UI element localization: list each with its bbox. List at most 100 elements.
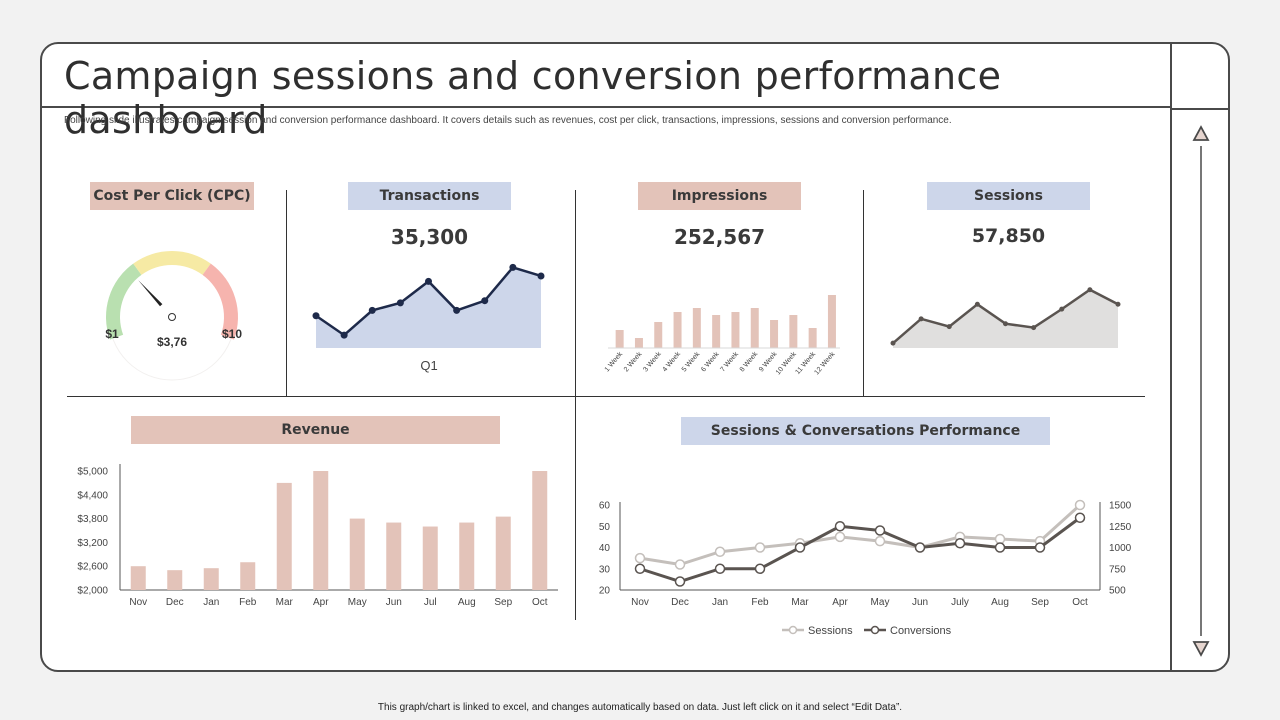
performance-point <box>914 542 926 553</box>
impressions-tick-label: 7 Week <box>719 350 740 373</box>
performance-point <box>754 563 766 574</box>
performance-y-right-tick: 1500 <box>1109 501 1132 512</box>
transactions-point <box>537 272 545 280</box>
transactions-point <box>425 277 432 285</box>
impressions-tick-label: 12 Week <box>813 350 836 376</box>
impressions-tick-label: 2 Week <box>623 350 644 373</box>
impressions-bar <box>770 320 779 348</box>
transactions-point <box>312 312 320 320</box>
impressions-bar <box>712 315 721 348</box>
impressions-tick-label: 3 Week <box>642 350 663 373</box>
transactions-point <box>453 306 461 314</box>
page-title: Campaign sessions and conversion perform… <box>64 54 1002 142</box>
performance-point <box>1034 542 1046 553</box>
revenue-bar <box>422 526 438 590</box>
gauge-segment-high <box>202 263 238 340</box>
sessions-area <box>893 289 1118 348</box>
impressions-bar <box>808 328 817 348</box>
performance-x-tick: Feb <box>751 597 769 608</box>
sessions-point <box>1003 321 1008 327</box>
scroll-down-icon[interactable] <box>1192 641 1210 657</box>
revenue-y-tick: $4,400 <box>77 490 108 501</box>
performance-y-left-tick: 60 <box>599 501 611 512</box>
revenue-y-tick: $5,000 <box>77 467 108 478</box>
impressions-bar <box>673 312 682 348</box>
performance-header: Sessions & Conversations Performance <box>681 417 1050 445</box>
revenue-header: Revenue <box>131 416 500 444</box>
cpc-gauge: $1 $10 $3,76 <box>105 251 242 381</box>
sessions-header: Sessions <box>927 182 1090 210</box>
performance-y-right-tick: 750 <box>1109 564 1126 575</box>
performance-point <box>874 535 886 547</box>
transactions-header: Transactions <box>348 182 511 210</box>
performance-x-tick: Sep <box>1031 597 1049 608</box>
performance-y-left-tick: 20 <box>599 586 611 597</box>
revenue-bar <box>532 471 548 590</box>
performance-series-line <box>639 516 1081 584</box>
divider <box>67 396 1145 397</box>
footer-note: This graph/chart is linked to excel, and… <box>377 702 903 713</box>
revenue-x-tick: Aug <box>458 597 476 608</box>
transactions-chart: Q1 <box>312 263 545 373</box>
sessions-value: 57,850 <box>971 225 1046 247</box>
sessions-point <box>974 301 980 307</box>
gauge-needle <box>138 280 163 307</box>
revenue-bar <box>349 518 365 590</box>
cpc-header: Cost Per Click (CPC) <box>90 182 254 210</box>
impressions-bar <box>731 312 740 348</box>
performance-x-tick: Mar <box>791 597 809 608</box>
performance-x-tick: July <box>951 597 969 608</box>
sessions-point <box>1087 287 1093 293</box>
impressions-bar <box>789 315 798 348</box>
transactions-point <box>396 299 404 307</box>
impressions-value: 252,567 <box>673 225 766 249</box>
revenue-bar <box>313 471 329 590</box>
revenue-bar <box>240 562 256 590</box>
divider <box>286 190 287 396</box>
transactions-point <box>368 306 376 314</box>
revenue-y-tick: $3,800 <box>77 514 108 525</box>
revenue-bar <box>203 568 219 590</box>
impressions-tick-label: 1 Week <box>604 350 625 373</box>
performance-point <box>674 576 686 587</box>
performance-point <box>1074 499 1086 511</box>
performance-point <box>754 542 766 553</box>
performance-point <box>794 542 806 553</box>
revenue-bar <box>386 522 402 590</box>
sessions-point <box>1059 306 1065 312</box>
transactions-area <box>316 267 541 348</box>
performance-x-tick: Jan <box>712 597 728 608</box>
revenue-bar <box>276 482 292 590</box>
performance-point <box>954 538 966 549</box>
performance-point <box>834 521 846 532</box>
impressions-bar <box>634 338 643 348</box>
performance-y-left-tick: 50 <box>599 522 611 533</box>
revenue-chart: $2,000 $2,600 $3,200 $3,800 $4,400 $5,000 Nov… <box>77 464 558 608</box>
revenue-x-tick: Sep <box>494 597 512 608</box>
performance-point <box>714 563 726 574</box>
performance-y-right-tick: 500 <box>1109 586 1126 597</box>
sessions-chart <box>890 287 1121 348</box>
performance-y-right-tick: 1000 <box>1109 543 1132 554</box>
performance-point <box>634 552 646 564</box>
impressions-bar <box>827 295 836 348</box>
gauge-min-label: $1 <box>105 327 119 341</box>
impressions-tick-label: 4 Week <box>662 350 683 373</box>
revenue-bar <box>130 566 146 590</box>
divider <box>863 190 864 396</box>
revenue-y-tick: $2,000 <box>77 586 108 597</box>
performance-x-tick: Nov <box>631 597 649 608</box>
revenue-bar <box>459 522 475 590</box>
impressions-bar <box>615 330 624 348</box>
performance-point <box>994 542 1006 553</box>
performance-x-tick: Apr <box>832 597 848 608</box>
scroll-controls <box>1192 125 1210 657</box>
revenue-x-tick: Nov <box>129 597 147 608</box>
scroll-up-icon[interactable] <box>1192 125 1210 141</box>
impressions-bar <box>750 308 759 348</box>
legend-marker <box>788 625 798 635</box>
performance-point <box>674 559 686 570</box>
sessions-point <box>1031 325 1037 331</box>
divider <box>575 190 576 620</box>
performance-series-line <box>639 503 1082 567</box>
